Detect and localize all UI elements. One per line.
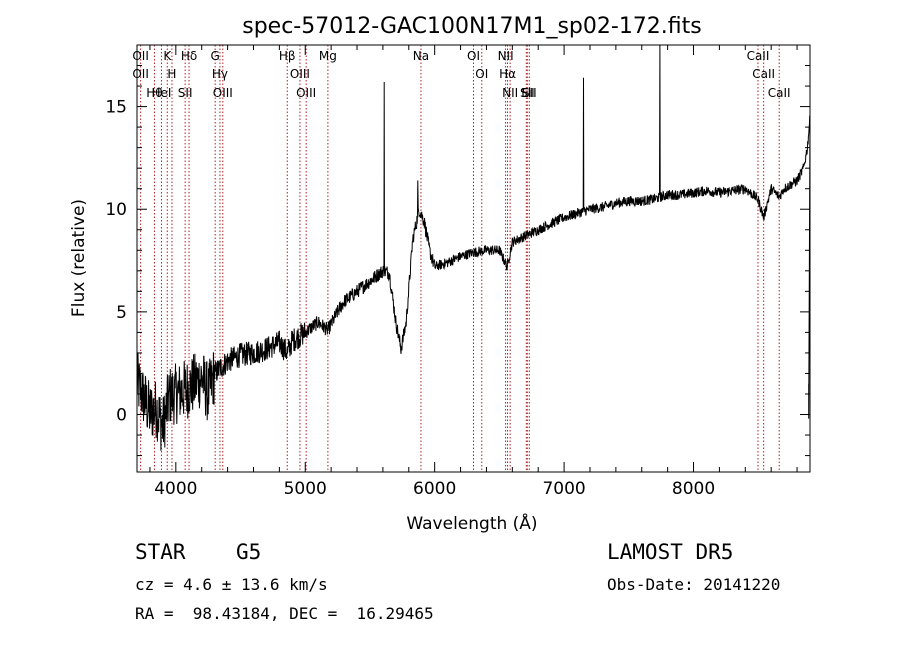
line-marker-label: OII [132,67,149,81]
x-tick-label: 8000 [672,479,715,499]
chart-title: spec-57012-GAC100N17M1_sp02-172.fits [242,14,702,39]
line-marker-label: Hδ [181,49,197,63]
line-markers [140,45,780,472]
x-axis-title: Wavelength (Å) [406,512,537,534]
line-marker-label: K [163,49,172,63]
line-marker-label: Hβ [279,49,296,63]
line-marker-label: OIII [296,86,316,100]
coordinates-text: RA = 98.43184, DEC = 16.29465 [135,604,434,623]
line-marker-label: Hθ [146,86,162,100]
object-class: STAR [135,540,186,564]
y-tick-label: 5 [116,303,127,323]
redshift-text: cz = 4.6 ± 13.6 km/s [135,575,328,594]
line-marker-label: Li [521,86,531,100]
line-marker-label: NII [498,49,514,63]
y-tick-label: 10 [105,200,127,220]
line-marker-label: OIII [213,86,233,100]
line-marker-label: OII [132,49,149,63]
line-marker-label: OI [467,49,480,63]
line-marker-label: H [167,67,176,81]
observation-date: Obs-Date: 20141220 [607,575,781,594]
line-marker-label: CaII [752,67,775,81]
x-tick-label: 6000 [413,479,456,499]
x-tick-label: 5000 [284,479,327,499]
spectrum-line [136,44,811,451]
x-tick-label: 4000 [154,479,197,499]
line-marker-label: SII [178,86,193,100]
line-marker-label: OIII [290,67,310,81]
plot-frame [136,44,811,473]
line-marker-label: Hα [499,67,516,81]
y-tick-label: 15 [105,98,127,118]
y-tick-label: 0 [116,406,127,426]
line-marker-label: NII [502,86,518,100]
line-marker-label: HeI [151,86,171,100]
line-marker-label: Hγ [212,67,228,81]
line-marker-label: SII [522,86,537,100]
y-axis-title: Flux (relative) [69,199,89,317]
line-marker-label: Na [413,49,429,63]
line-marker-label: Mg [319,49,337,63]
axis-ticks: 4000 5000 6000 7000 8000 0 5 10 15 [105,45,810,499]
line-marker-label: OI [475,67,488,81]
survey-name: LAMOST DR5 [607,540,734,564]
x-tick-label: 7000 [542,479,585,499]
line-marker-label: SII [520,86,535,100]
line-marker-label: CaII [747,49,770,63]
line-marker-label: CaII [768,86,791,100]
object-subclass: G5 [236,540,262,564]
line-marker-label: G [211,49,220,63]
